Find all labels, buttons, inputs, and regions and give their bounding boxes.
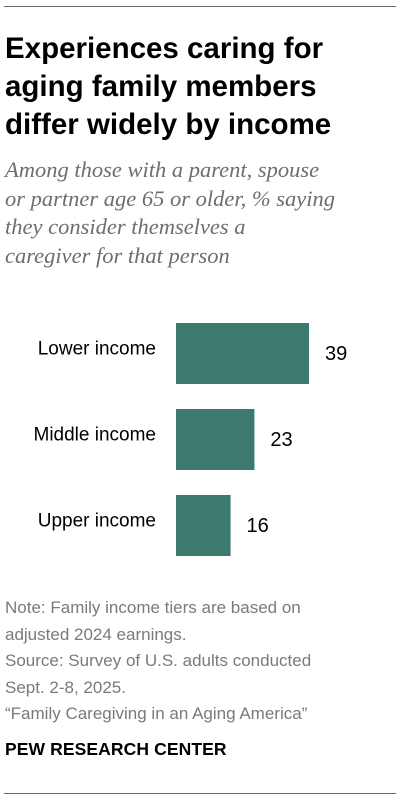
chart-subtitle: Among those with a parent, spouse or par…	[5, 156, 397, 270]
category-label: Lower income	[38, 339, 156, 360]
category-label: Upper income	[38, 511, 156, 532]
source-line: Source: Survey of U.S. adults conducted	[5, 651, 312, 670]
category-label: Middle income	[34, 425, 157, 446]
bar	[176, 409, 255, 470]
data-label: 39	[325, 343, 347, 365]
title-line: Experiences caring for	[5, 32, 324, 65]
data-label: 23	[270, 429, 292, 451]
subtitle-line: caregiver for that person	[5, 242, 230, 268]
chart-title: Experiences caring for aging family memb…	[5, 30, 395, 144]
bottom-rule	[4, 793, 396, 794]
subtitle-line: they consider themselves a	[5, 214, 246, 239]
brand-logo-text: PEW RESEARCH CENTER	[5, 739, 227, 759]
bar	[176, 495, 231, 556]
title-line: differ widely by income	[5, 108, 332, 141]
note-line: Note: Family income tiers are based on	[5, 598, 301, 617]
title-line: aging family members	[5, 70, 317, 103]
bar	[176, 323, 309, 384]
subtitle-line: or partner age 65 or older, % saying	[5, 185, 335, 211]
subtitle-line: Among those with a parent, spouse	[5, 157, 320, 182]
bar-chart: Lower income 39 Middle income 23 Upper incom…	[34, 323, 347, 556]
report-title: “Family Caregiving in an Aging America”	[5, 704, 308, 723]
source-line: Sept. 2-8, 2025.	[5, 677, 126, 697]
top-rule	[4, 6, 396, 7]
chart-notes: Note: Family income tiers are based on a…	[5, 595, 397, 728]
note-line: adjusted 2024 earnings.	[5, 624, 187, 644]
data-label: 16	[247, 515, 269, 537]
